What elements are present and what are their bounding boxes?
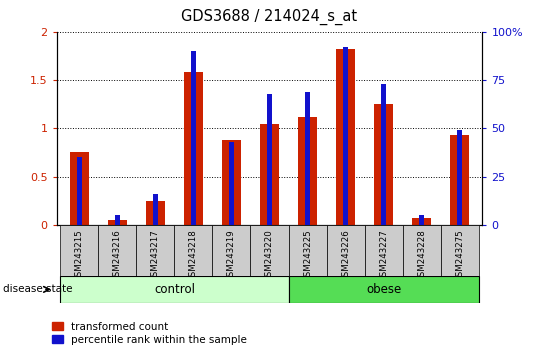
Text: GSM243227: GSM243227 (379, 229, 388, 282)
Bar (115, 215, 120, 225)
Text: GSM243225: GSM243225 (303, 229, 312, 282)
Bar (374, 104, 393, 225)
Bar (153, 194, 158, 225)
Bar (184, 72, 203, 225)
Text: GSM243226: GSM243226 (341, 229, 350, 282)
Bar (77, 157, 82, 225)
Bar (146, 201, 165, 225)
Bar (108, 220, 127, 225)
Text: GSM243218: GSM243218 (189, 229, 198, 282)
Text: GSM243215: GSM243215 (75, 229, 84, 282)
Text: GSM243219: GSM243219 (227, 229, 236, 281)
Bar (450, 135, 469, 225)
Bar (419, 215, 424, 225)
Text: control: control (154, 283, 195, 296)
Bar (336, 49, 355, 225)
Bar (288, 225, 327, 276)
Text: GSM243228: GSM243228 (417, 229, 426, 282)
Text: GSM243217: GSM243217 (151, 229, 160, 282)
Bar (381, 84, 386, 225)
Text: GSM243216: GSM243216 (113, 229, 122, 282)
Bar (298, 117, 317, 225)
Bar (60, 276, 288, 303)
Bar (70, 153, 89, 225)
Bar (260, 125, 279, 225)
Bar (343, 47, 348, 225)
Text: GSM243220: GSM243220 (265, 229, 274, 282)
Bar (403, 225, 440, 276)
Legend: transformed count, percentile rank within the sample: transformed count, percentile rank withi… (49, 317, 251, 349)
Bar (222, 140, 241, 225)
Bar (364, 225, 403, 276)
Text: GDS3688 / 214024_s_at: GDS3688 / 214024_s_at (182, 9, 357, 25)
Bar (229, 142, 234, 225)
Text: disease state: disease state (3, 284, 72, 295)
Bar (60, 225, 99, 276)
Bar (212, 225, 251, 276)
Bar (267, 93, 272, 225)
Bar (136, 225, 175, 276)
Text: GSM243275: GSM243275 (455, 229, 464, 282)
Bar (457, 130, 462, 225)
Bar (99, 225, 136, 276)
Bar (175, 225, 212, 276)
Bar (327, 225, 364, 276)
Bar (412, 218, 431, 225)
Bar (288, 276, 479, 303)
Bar (251, 225, 288, 276)
Bar (305, 92, 310, 225)
Text: obese: obese (366, 283, 401, 296)
Bar (191, 51, 196, 225)
Bar (440, 225, 479, 276)
